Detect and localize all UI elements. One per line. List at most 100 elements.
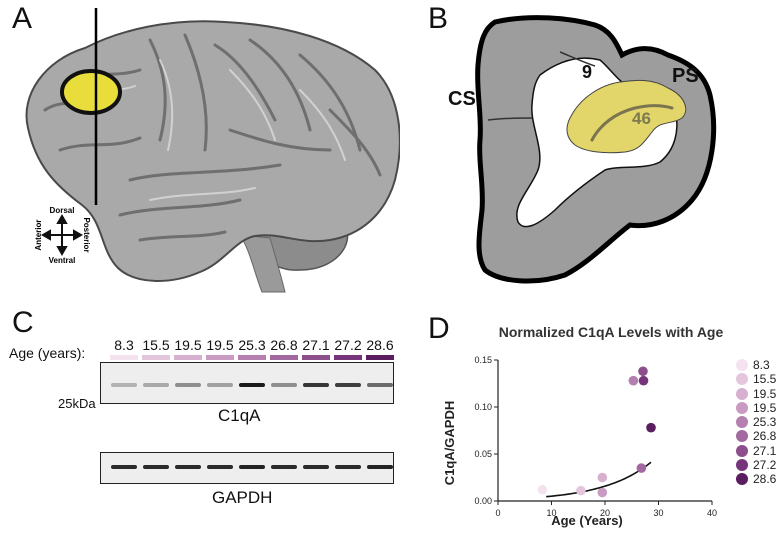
blot-band [239, 465, 265, 469]
legend-label: 15.5 [753, 372, 777, 387]
blot-band [303, 465, 329, 469]
chart-title: Normalized C1qA Levels with Age [499, 324, 724, 340]
gapdh-blot-label: GAPDH [212, 488, 273, 507]
data-point [636, 463, 647, 473]
legend-label: 27.2 [753, 458, 777, 473]
age-color-bar [334, 355, 362, 360]
brainstem [238, 234, 286, 293]
blot-band [335, 383, 361, 387]
fit-curve [546, 461, 652, 498]
age-axis-label: Age (years): [9, 345, 86, 361]
blot-band [271, 465, 297, 469]
c1qa-age-scatter-chart: Normalized C1qA Levels with Age C1qA/GAP… [442, 324, 724, 528]
data-point [638, 366, 648, 377]
data-point [597, 472, 608, 483]
age-label: 26.8 [270, 337, 298, 353]
age-color-bar [270, 355, 298, 360]
legend-swatch [736, 373, 748, 386]
x-tick-label: 0 [495, 508, 500, 518]
panel-d-letter: D [428, 312, 450, 345]
age-color-bar [238, 355, 266, 360]
brain-sulci [43, 33, 382, 242]
legend-label: 25.3 [753, 415, 777, 430]
blot-band [143, 465, 169, 469]
blot-band [111, 465, 137, 469]
legend-label: 28.6 [753, 472, 777, 487]
label-area-9: 9 [582, 62, 592, 82]
chart-ylabel: C1qA/GAPDH [442, 401, 457, 486]
legend-swatch [736, 359, 748, 371]
legend-swatch [736, 401, 748, 414]
legend-label: 19.5 [753, 400, 777, 415]
age-label: 27.1 [302, 337, 330, 353]
blot-band [143, 383, 169, 387]
gapdh-blot [100, 452, 394, 484]
data-point [638, 375, 649, 386]
age-color-bar [366, 355, 394, 360]
blot-band [175, 383, 201, 387]
coronal-section-diagram: 9 PS CS 46 [448, 15, 717, 284]
orientation-dorsal: Dorsal [50, 206, 75, 215]
legend-swatch [736, 473, 748, 486]
age-label: 19.5 [174, 337, 202, 353]
age-label: 8.3 [114, 337, 134, 353]
blot-band [271, 383, 297, 387]
blot-band [335, 465, 361, 469]
blot-band [111, 383, 137, 387]
orientation-anterior: Anterior [34, 219, 43, 250]
orientation-compass-icon [40, 213, 84, 257]
age-color-bar [206, 355, 234, 360]
age-color-bar [302, 355, 330, 360]
brain-gyri-highlights [79, 59, 346, 201]
panel-a-letter: A [12, 2, 33, 35]
orientation-ventral: Ventral [49, 256, 76, 265]
blot-band [303, 383, 329, 387]
y-tick-label: 0.10 [474, 402, 492, 412]
age-label: 25.3 [238, 337, 266, 353]
legend-swatch [736, 459, 748, 472]
x-tick-label: 30 [653, 508, 663, 518]
legend-label: 19.5 [753, 386, 777, 401]
age-label: 27.2 [334, 337, 362, 353]
data-point [646, 422, 656, 433]
data-point [597, 487, 608, 498]
label-area-46: 46 [632, 109, 651, 128]
brain-illustration: Dorsal Ventral Anterior Posterior [25, 8, 400, 293]
blot-band [239, 383, 265, 387]
data-point [576, 485, 586, 496]
x-tick-label: 10 [546, 508, 556, 518]
blot-band [367, 383, 393, 387]
panel-b-letter: B [428, 2, 449, 35]
age-color-bar [110, 355, 138, 360]
y-tick-label: 0.15 [474, 355, 492, 365]
age-label: 28.6 [366, 337, 394, 353]
label-cs: CS [448, 88, 476, 110]
orientation-posterior: Posterior [82, 217, 91, 252]
dlpfc-highlight [60, 69, 122, 115]
age-label: 19.5 [206, 337, 234, 353]
data-point [628, 375, 639, 386]
age-color-bar [142, 355, 170, 360]
chart-xlabel: Age (Years) [551, 513, 623, 528]
y-tick-label: 0.00 [474, 496, 492, 506]
c1qa-blot-label: C1qA [218, 406, 261, 425]
legend-swatch [736, 387, 748, 400]
legend-swatch [736, 444, 748, 457]
data-point [537, 484, 548, 495]
blot-band [207, 383, 233, 387]
legend-swatch [736, 430, 748, 443]
age-labels-row: 8.3 15.5 19.5 19.5 25.3 26.8 27.1 27.2 2… [108, 337, 393, 357]
blot-band [175, 465, 201, 469]
x-tick-label: 40 [707, 508, 717, 518]
legend-label: 8.3 [753, 358, 770, 372]
legend-label: 27.1 [753, 443, 777, 458]
age-label: 15.5 [142, 337, 170, 353]
kda-marker-label: 25kDa [58, 396, 96, 411]
c1qa-blot [100, 362, 394, 404]
blot-band [207, 465, 233, 469]
label-ps: PS [672, 65, 699, 87]
x-tick-label: 20 [600, 508, 610, 518]
panel-c-letter: C [12, 306, 34, 339]
legend-swatch [736, 416, 748, 429]
y-tick-label: 0.05 [474, 449, 492, 459]
